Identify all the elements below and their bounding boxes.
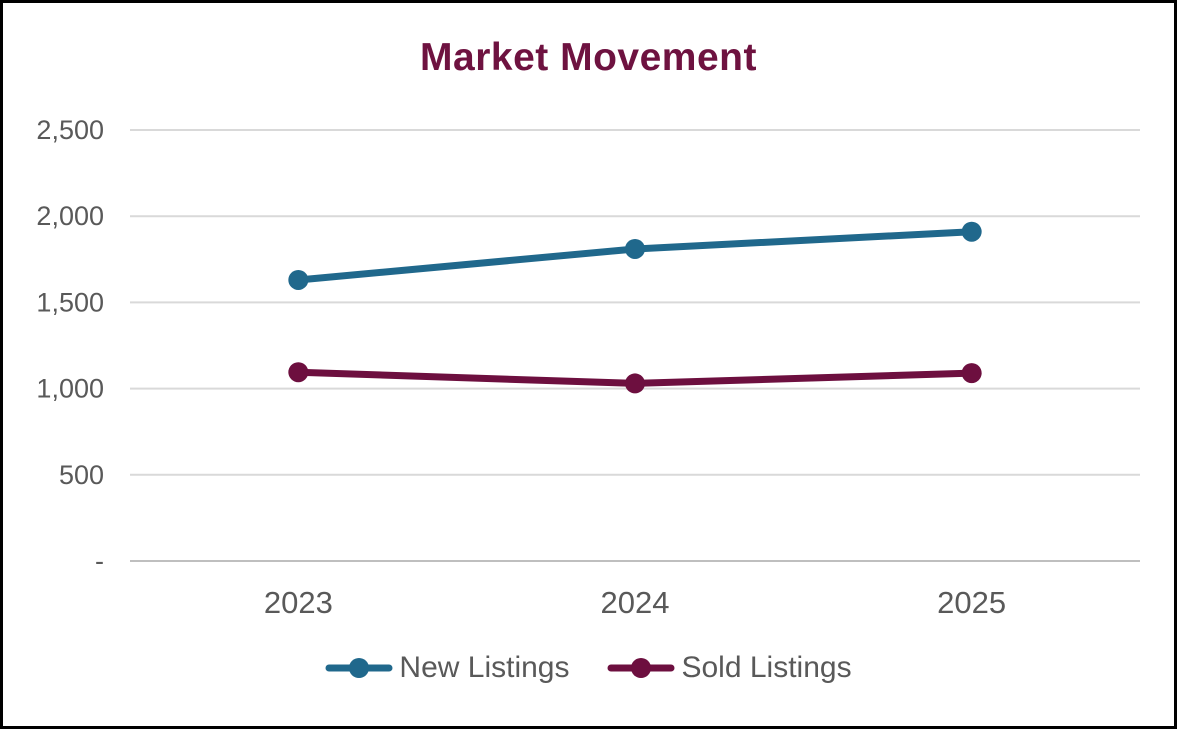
data-point-marker [625,238,645,259]
legend-line-marker-icon [607,658,675,678]
legend-label: Sold Listings [681,651,852,684]
data-point-marker [961,363,982,384]
y-tick-label: 1,500 [36,287,104,317]
data-point-marker [961,221,982,242]
chart-title: Market Movement [420,36,757,79]
y-tick-label: 1,000 [36,374,104,404]
y-tick-label: 2,000 [36,201,104,231]
y-tick-label: 500 [59,460,104,490]
data-point-marker [288,269,309,290]
data-point-marker [288,362,309,383]
y-tick-label: 2,500 [36,115,104,145]
y-tick-label: - [95,546,104,576]
legend-label: New Listings [399,651,570,684]
legend-item-new-listings: New Listings [325,651,569,685]
x-tick-label: 2024 [601,585,670,620]
chart-legend: New Listings Sold Listings [3,651,1174,685]
line-chart-plot-area: 2,500 2,000 1,500 1,000 500 - 2023 2024 2025 [36,115,1140,620]
x-tick-label: 2025 [937,585,1006,620]
legend-line-marker-icon [325,658,393,678]
x-tick-label: 2023 [264,585,333,620]
data-point-marker [625,373,645,394]
legend-item-sold-listings: Sold Listings [607,651,852,685]
